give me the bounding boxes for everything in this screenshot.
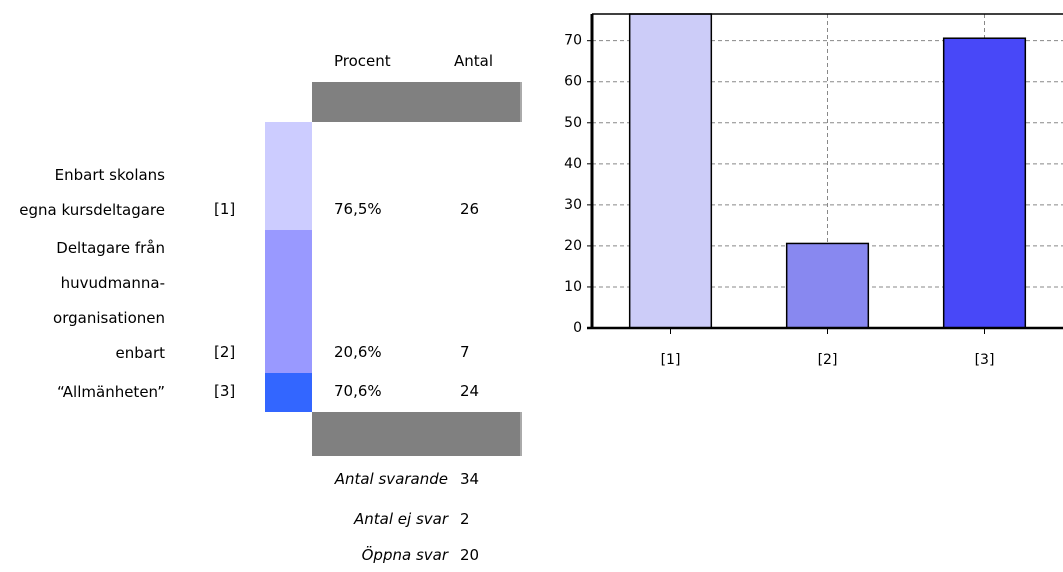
color-swatch — [265, 122, 312, 230]
summary-value: 2 — [460, 510, 470, 528]
y-tick-label: 50 — [564, 115, 582, 131]
gray-bar — [312, 412, 522, 456]
row-percent: 76,5% — [334, 200, 382, 218]
x-tick-label: [3] — [975, 352, 995, 368]
row-label: Deltagare från huvudmanna-organisationen… — [53, 239, 165, 362]
y-tick-label: 30 — [564, 197, 582, 213]
row-code: [3] — [214, 382, 236, 400]
color-swatch — [265, 373, 312, 412]
color-swatch — [265, 230, 312, 373]
bar — [942, 37, 1027, 329]
y-tick-label: 70 — [564, 33, 582, 49]
gray-bar — [312, 82, 522, 122]
bar — [785, 242, 870, 329]
y-tick-label: 10 — [564, 279, 582, 295]
x-tick-label: [2] — [818, 352, 838, 368]
summary-value: 20 — [460, 546, 480, 564]
row-code: [2] — [214, 343, 236, 361]
row-label: “Allmänheten” — [56, 383, 165, 401]
summary-label: Antal ej svar — [354, 510, 448, 528]
y-tick-label: 20 — [564, 238, 582, 254]
row-count: 24 — [460, 382, 480, 400]
y-tick-label: 60 — [564, 74, 582, 90]
row-percent: 70,6% — [334, 382, 382, 400]
x-tick-label: [1] — [661, 352, 681, 368]
bar — [628, 13, 713, 329]
row-label: Enbart skolans egna kursdeltagare — [19, 166, 165, 219]
y-tick-label: 40 — [564, 156, 582, 172]
y-tick-label: 0 — [573, 320, 582, 336]
row-percent: 20,6% — [334, 343, 382, 361]
summary-value: 34 — [460, 470, 480, 488]
row-count: 7 — [460, 343, 470, 361]
summary-label: Öppna svar — [361, 546, 448, 564]
header: Antal — [454, 52, 494, 70]
row-count: 26 — [460, 200, 480, 218]
summary-label: Antal svarande — [334, 470, 448, 488]
header: Procent — [334, 52, 391, 70]
row-code: [1] — [214, 200, 236, 218]
